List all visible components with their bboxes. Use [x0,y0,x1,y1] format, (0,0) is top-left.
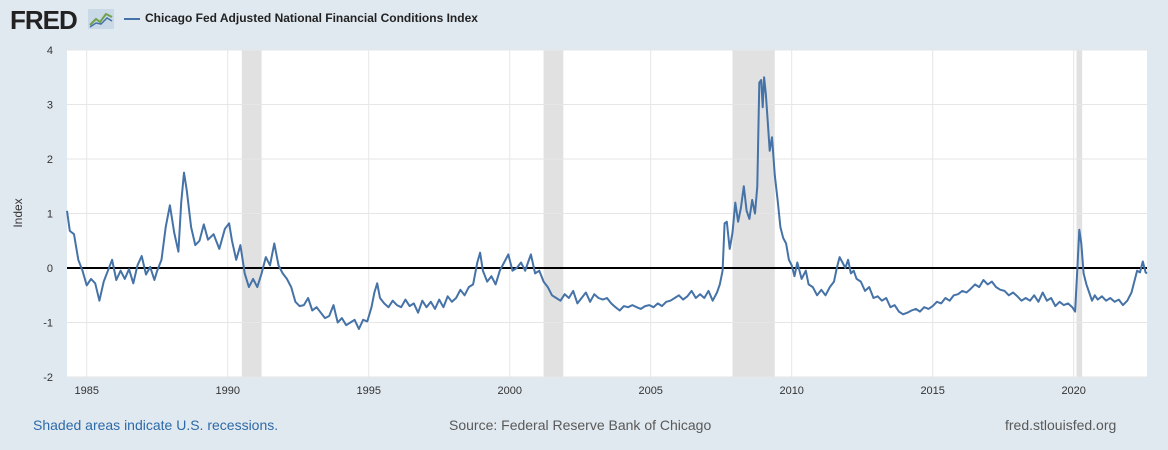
fred-logo[interactable]: FRED [10,5,78,35]
y-tick-label: 0 [47,263,53,275]
x-tick-label: 2015 [920,385,944,397]
y-tick-label: -1 [43,318,53,330]
source-note: Source: Federal Reserve Bank of Chicago [449,417,712,433]
y-tick-label: 1 [47,209,53,221]
x-tick-label: 2000 [497,385,521,397]
x-tick-labels: 1985 1990 1995 2000 2005 2010 2015 2020 [74,385,1085,397]
recession-note: Shaded areas indicate U.S. recessions. [33,417,279,433]
legend-swatch [124,18,140,20]
header: FRED Chicago Fed Adjusted National Finan… [0,0,1168,40]
x-tick-label: 2010 [779,385,803,397]
y-tick-label: 4 [47,45,53,57]
y-tick-label: 3 [47,100,53,112]
x-tick-label: 1995 [356,385,380,397]
fred-line-graph-icon [88,9,114,29]
y-tick-label: 2 [47,154,53,166]
chart: 4 3 2 1 0 -1 -2 1985 1990 1995 2000 2005 2010 2015 20… [11,45,1148,397]
legend-label: Chicago Fed Adjusted National Financial … [145,11,478,25]
series-line[interactable] [66,76,1148,330]
y-axis-label: Index [11,198,25,227]
x-tick-label: 2020 [1061,385,1085,397]
x-tick-label: 1990 [215,385,239,397]
site-link[interactable]: fred.stlouisfed.org [1005,417,1117,433]
y-tick-label: -2 [43,372,53,384]
y-tick-labels: 4 3 2 1 0 -1 -2 [43,45,53,384]
x-tick-label: 2005 [638,385,662,397]
grid-lines [67,49,1147,378]
x-tick-label: 1985 [74,385,98,397]
